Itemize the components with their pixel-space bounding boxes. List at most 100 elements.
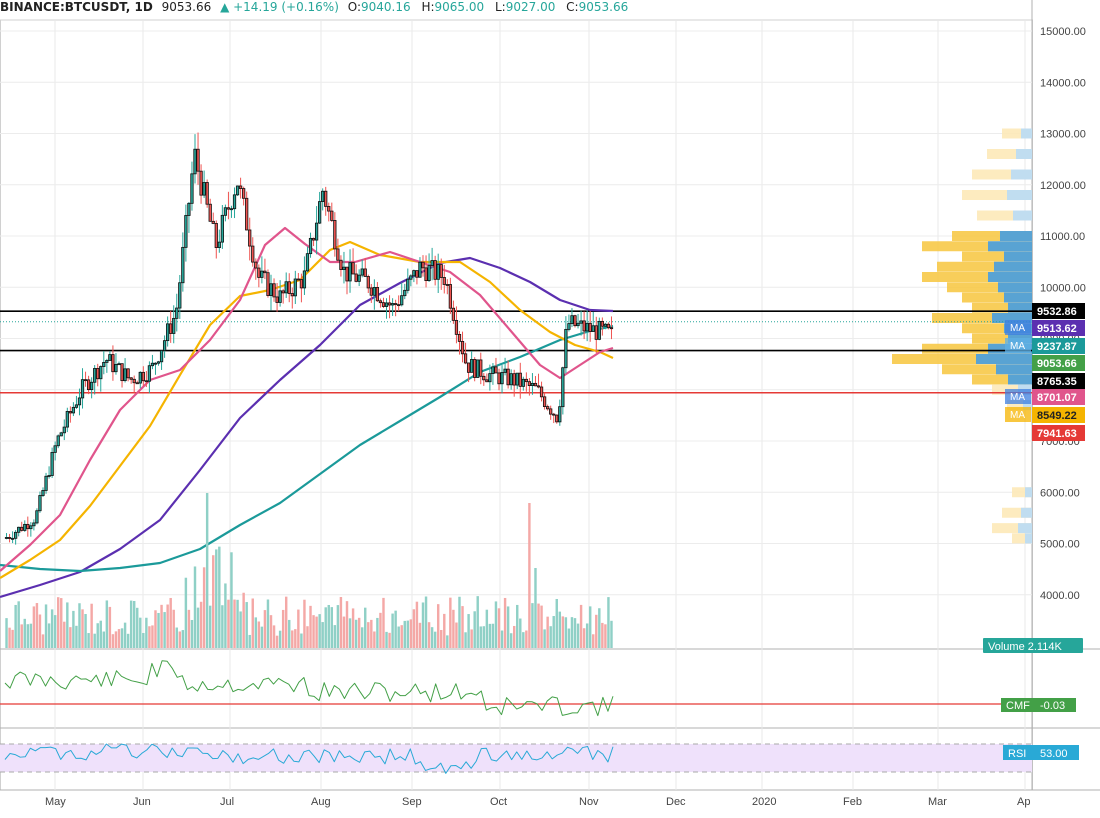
volume-bar bbox=[11, 629, 14, 648]
volume-profile-bar-blue bbox=[1007, 190, 1032, 200]
volume-profile-bar bbox=[1007, 400, 1032, 411]
volume-bar bbox=[309, 605, 312, 648]
candle-body bbox=[175, 307, 179, 319]
volume-profile-bar bbox=[922, 272, 1032, 282]
candle-body bbox=[284, 281, 288, 294]
volume-bar bbox=[604, 624, 607, 648]
candle-body bbox=[333, 220, 337, 250]
volume-profile-value-area-bar bbox=[1004, 251, 1032, 262]
candle-body bbox=[327, 206, 331, 212]
volume-bar bbox=[163, 612, 166, 648]
candle-body bbox=[479, 359, 483, 377]
volume-bar bbox=[75, 625, 78, 648]
volume-bar bbox=[339, 596, 343, 648]
volume-bar bbox=[403, 620, 406, 648]
candle-body bbox=[102, 362, 106, 367]
candle-body bbox=[105, 360, 109, 363]
candle-body bbox=[357, 274, 361, 282]
candle-body bbox=[375, 287, 380, 302]
volume-profile-bar bbox=[1012, 533, 1032, 544]
candle-body bbox=[546, 406, 550, 410]
volume-bar bbox=[336, 605, 340, 648]
volume-bar bbox=[509, 633, 513, 648]
candle-body bbox=[600, 320, 604, 327]
volume-profile-value-area-bar bbox=[996, 364, 1032, 375]
candle-body bbox=[442, 277, 446, 285]
volume-bar bbox=[212, 555, 215, 648]
candle-body bbox=[360, 268, 364, 276]
volume-bar bbox=[360, 627, 364, 648]
volume-bar bbox=[610, 620, 613, 648]
candle-body bbox=[609, 327, 614, 330]
candle-body bbox=[235, 185, 240, 196]
candle-body bbox=[372, 287, 376, 296]
price-axis-label: 9532.86 bbox=[1037, 306, 1077, 318]
volume-bar bbox=[333, 625, 337, 648]
symbol-label[interactable]: BINANCE:BTCUSDT, 1D bbox=[0, 0, 153, 14]
ma-tag-badge bbox=[1005, 407, 1031, 422]
volume-bar bbox=[178, 631, 182, 648]
volume-bar bbox=[23, 618, 26, 648]
price-axis-label-badge bbox=[1032, 389, 1085, 405]
volume-bar bbox=[248, 634, 251, 648]
candle-body bbox=[451, 307, 456, 321]
y-tick-label: 11000.00 bbox=[1040, 231, 1085, 243]
volume-bar bbox=[8, 627, 11, 648]
volume-bar bbox=[327, 604, 330, 648]
candle-body bbox=[381, 302, 386, 307]
volume-bar bbox=[41, 634, 45, 648]
ma-tag-badge bbox=[1005, 320, 1031, 335]
volume-bar bbox=[278, 630, 282, 648]
x-tick-label: Dec bbox=[666, 796, 686, 808]
volume-bar bbox=[409, 619, 413, 648]
volume-bar bbox=[324, 607, 327, 648]
candle-body bbox=[93, 368, 97, 383]
volume-bar bbox=[160, 604, 163, 648]
candle-body bbox=[166, 323, 170, 342]
candle-body bbox=[558, 406, 562, 423]
volume-profile-bar bbox=[987, 149, 1032, 159]
candle-body bbox=[53, 445, 57, 453]
candle-body bbox=[597, 320, 601, 340]
volume-bar bbox=[215, 549, 218, 648]
volume-bar bbox=[205, 493, 209, 648]
volume-bar bbox=[373, 631, 376, 648]
volume-bar bbox=[376, 617, 379, 648]
candle-body bbox=[111, 354, 115, 373]
volume-bar bbox=[117, 629, 121, 648]
candle-body bbox=[369, 287, 373, 296]
candle-body bbox=[90, 381, 94, 391]
candle-body bbox=[123, 368, 127, 382]
x-tick-label: Aug bbox=[311, 796, 331, 808]
candle-body bbox=[229, 208, 234, 211]
candle-body bbox=[150, 362, 155, 367]
volume-bar bbox=[555, 598, 558, 648]
candle-body bbox=[290, 293, 294, 297]
candle-body bbox=[172, 317, 176, 334]
low-label: L: bbox=[494, 0, 506, 14]
candle-body bbox=[245, 197, 249, 231]
volume-profile-bar bbox=[952, 231, 1032, 241]
candle-body bbox=[293, 278, 297, 297]
candle-body bbox=[193, 148, 197, 175]
volume-bar bbox=[588, 606, 592, 648]
candle-body bbox=[348, 262, 352, 282]
volume-bar bbox=[275, 635, 279, 648]
candle-body bbox=[397, 304, 401, 307]
ma-tag-badge bbox=[1005, 389, 1031, 404]
volume-bar bbox=[592, 634, 595, 648]
volume-bar bbox=[458, 596, 461, 648]
volume-bar bbox=[388, 632, 391, 648]
volume-bar bbox=[476, 596, 479, 648]
ma-line-teal bbox=[0, 324, 614, 573]
volume-profile-bar-blue bbox=[1013, 210, 1032, 221]
volume-bar bbox=[105, 600, 109, 648]
candle-body bbox=[141, 371, 145, 382]
high-value: 9065.00 bbox=[434, 0, 485, 14]
volume-bar bbox=[546, 616, 549, 648]
volume-bar bbox=[38, 614, 42, 648]
candle-body bbox=[242, 188, 246, 199]
volume-bar bbox=[251, 598, 254, 648]
candle-body bbox=[527, 381, 532, 386]
